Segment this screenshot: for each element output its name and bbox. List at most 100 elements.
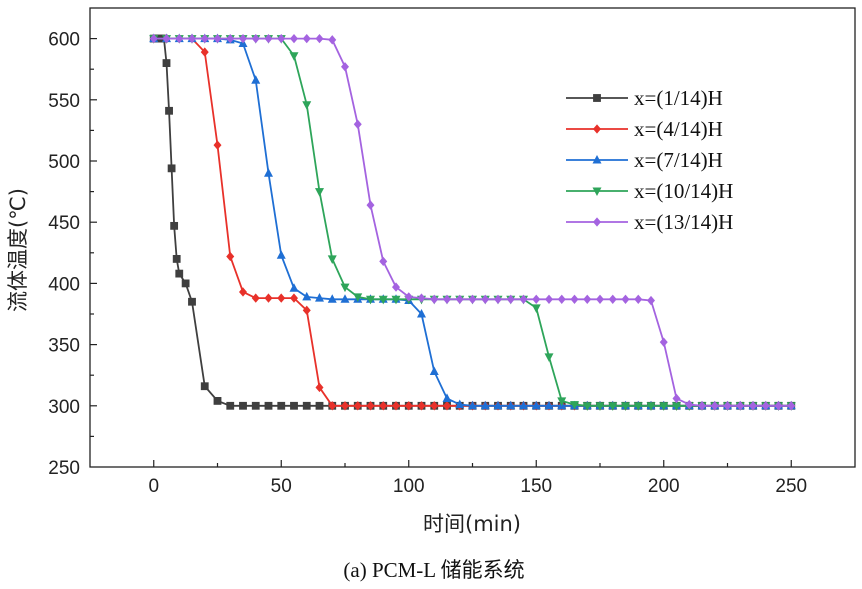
- data-point: [289, 283, 299, 292]
- data-point: [264, 168, 273, 177]
- legend-item: x=(10/14)H: [566, 179, 733, 203]
- data-point: [239, 33, 247, 44]
- data-point: [404, 401, 413, 411]
- data-point: [251, 33, 260, 44]
- data-point: [583, 294, 592, 304]
- data-point: [162, 33, 171, 44]
- data-point: [570, 294, 579, 304]
- data-point: [531, 400, 541, 410]
- data-point: [277, 293, 286, 303]
- data-point: [315, 401, 324, 410]
- x-tick-label: 0: [148, 476, 159, 497]
- legend-label: x=(10/14)H: [634, 179, 733, 203]
- data-point: [582, 402, 592, 411]
- legend-item: x=(1/14)H: [566, 86, 723, 110]
- y-tick-label: 300: [48, 397, 80, 418]
- data-point: [289, 52, 299, 61]
- legend-label: x=(7/14)H: [634, 148, 723, 172]
- data-point: [239, 401, 247, 410]
- data-point: [621, 402, 630, 411]
- data-point: [264, 401, 273, 410]
- data-point: [417, 293, 426, 303]
- legend-marker: [593, 217, 601, 227]
- data-point: [672, 393, 681, 404]
- data-point: [481, 294, 490, 304]
- data-point: [327, 294, 337, 303]
- data-point: [366, 200, 375, 210]
- data-point: [557, 294, 566, 304]
- data-point: [302, 291, 312, 301]
- data-point: [468, 400, 477, 410]
- data-point: [213, 33, 222, 44]
- legend-item: x=(7/14)H: [566, 148, 723, 172]
- data-point: [341, 401, 349, 411]
- data-point: [455, 294, 464, 304]
- legend-item: x=(4/14)H: [566, 117, 723, 141]
- data-point: [391, 295, 401, 305]
- data-point: [290, 33, 298, 44]
- axes: 0 50 100 150 200 250 250 300 350 400 450 500 550 600: [48, 7, 856, 497]
- data-point: [302, 101, 312, 110]
- data-point: [162, 59, 171, 67]
- data-point: [787, 401, 796, 411]
- x-tick-label: 250: [775, 476, 807, 497]
- data-point: [366, 295, 375, 305]
- data-point: [633, 402, 643, 411]
- data-point: [430, 294, 439, 304]
- data-point: [417, 308, 426, 318]
- data-point: [353, 401, 362, 411]
- data-point: [736, 401, 745, 411]
- data-point: [379, 401, 388, 411]
- data-point: [595, 402, 605, 411]
- data-point: [494, 294, 502, 304]
- data-point: [328, 35, 337, 45]
- data-point: [378, 295, 388, 305]
- data-point: [172, 255, 181, 263]
- legend-marker: [592, 187, 602, 197]
- data-point: [226, 251, 235, 262]
- data-point: [226, 401, 235, 410]
- data-point: [290, 401, 298, 410]
- data-point: [277, 401, 286, 410]
- y-axis-title: 流体温度(℃): [6, 188, 30, 312]
- data-point: [315, 188, 324, 197]
- data-point: [493, 400, 503, 410]
- data-point: [596, 294, 604, 304]
- legend-label: x=(1/14)H: [634, 86, 723, 110]
- data-point: [570, 401, 579, 410]
- data-point: [276, 250, 286, 259]
- data-point: [167, 164, 176, 173]
- legend: x=(1/14)H x=(4/14)H x=(7/14)H x=(10/14)H x=(…: [566, 86, 733, 234]
- x-tick-label: 150: [520, 476, 552, 497]
- data-point: [608, 402, 618, 411]
- data-point: [659, 402, 669, 411]
- data-point: [341, 62, 349, 72]
- data-point: [264, 293, 273, 303]
- data-point: [532, 294, 541, 304]
- data-point: [264, 33, 273, 44]
- data-point: [239, 287, 247, 297]
- data-point: [698, 401, 706, 411]
- y-tick-label: 550: [48, 91, 80, 112]
- figure-caption: (a) PCM-L 储能系统: [343, 558, 524, 582]
- legend-marker: [593, 94, 601, 102]
- data-point: [302, 401, 311, 410]
- data-point: [557, 397, 567, 406]
- x-axis-title: 时间(min): [423, 512, 521, 536]
- data-point: [506, 294, 515, 304]
- data-point: [468, 294, 477, 304]
- data-point: [404, 292, 413, 302]
- data-point: [170, 221, 179, 230]
- x-tick-label: 50: [271, 476, 292, 497]
- data-point: [366, 401, 375, 411]
- data-point: [531, 304, 541, 313]
- data-point: [353, 119, 362, 129]
- data-point: [519, 294, 528, 304]
- legend-marker: [592, 154, 602, 164]
- data-point: [200, 47, 209, 57]
- series-layer: [149, 33, 796, 411]
- data-point: [251, 293, 260, 303]
- series-5: [149, 33, 796, 411]
